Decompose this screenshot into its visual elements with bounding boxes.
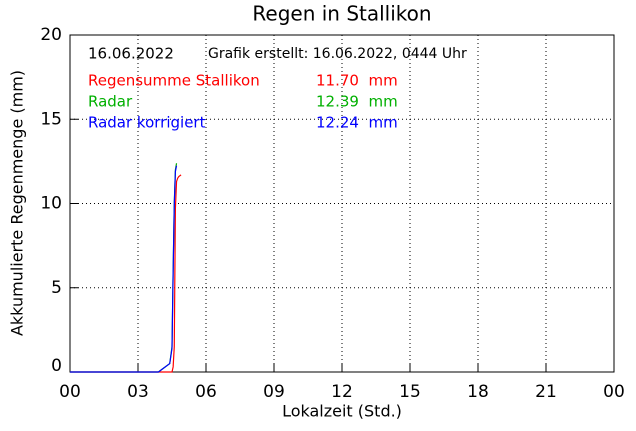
y-tick-label: 20 [40, 25, 62, 45]
x-tick-label: 03 [127, 382, 149, 402]
plot-frame [69, 34, 615, 373]
date: 16.06.2022 [88, 45, 174, 63]
x-tick-label: 00 [59, 382, 81, 402]
legend-entry: Radar korrigiert [88, 114, 206, 132]
x-tick-label: 18 [467, 382, 489, 402]
legend-total: 12.39 mm [316, 93, 398, 111]
data-line [70, 174, 182, 373]
x-tick-label: 21 [535, 382, 557, 402]
legend-entry: Radar [88, 93, 133, 111]
data-line [70, 163, 178, 373]
legend-total: 11.70 mm [316, 72, 398, 90]
legend-total: 12.24 mm [316, 114, 398, 132]
x-tick-label: 00 [603, 382, 625, 402]
y-tick-label: 10 [40, 194, 62, 214]
chart-title: Regen in Stallikon [252, 2, 431, 26]
y-tick-label: 0 [51, 356, 62, 376]
x-tick-label: 15 [399, 382, 421, 402]
y-tick-label: 5 [51, 278, 62, 298]
y-tick-label: 15 [40, 109, 62, 129]
created-note: Grafik erstellt: 16.06.2022, 0444 Uhr [208, 46, 467, 62]
x-tick-label: 12 [331, 382, 353, 402]
data-line [70, 165, 178, 373]
x-tick-label: 09 [263, 382, 285, 402]
legend-entry: Regensumme Stallikon [88, 72, 260, 90]
x-axis-label: Lokalzeit (Std.) [282, 402, 402, 421]
x-tick-label: 06 [195, 382, 217, 402]
y-axis-label: Akkumulierte Regenmenge (mm) [8, 70, 27, 336]
